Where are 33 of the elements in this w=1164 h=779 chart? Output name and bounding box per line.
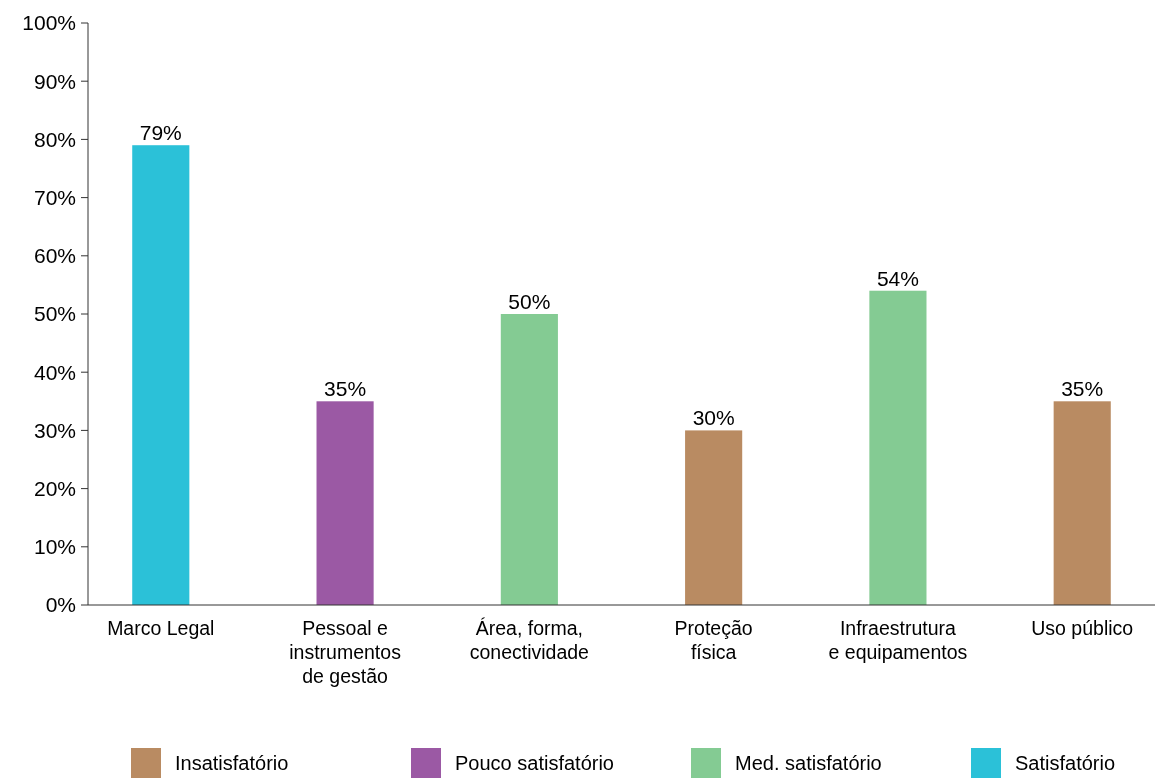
y-tick-label: 20% bbox=[33, 476, 76, 500]
y-tick-label: 100% bbox=[22, 11, 76, 35]
x-tick-label: Proteção física bbox=[674, 617, 753, 663]
x-tick-label: Pessoal e instrumentos de gestão bbox=[289, 617, 402, 687]
bar bbox=[685, 430, 743, 605]
x-tick-label: Infraestrutura e equipamentos bbox=[828, 617, 968, 663]
legend-label: Satisfatório bbox=[1015, 752, 1116, 774]
legend-label: Med. satisfatório bbox=[735, 752, 882, 774]
text: 79% bbox=[139, 121, 182, 145]
bar bbox=[500, 314, 558, 605]
y-tick-label: 60% bbox=[33, 244, 76, 268]
y-tick-label: 70% bbox=[33, 185, 76, 209]
x-tick-label: Marco Legal bbox=[107, 617, 215, 639]
text: 35% bbox=[1061, 377, 1104, 401]
y-tick-label: 40% bbox=[33, 360, 76, 384]
text: 54% bbox=[876, 266, 919, 290]
bar bbox=[869, 290, 927, 605]
y-tick-label: 10% bbox=[33, 535, 76, 559]
bar bbox=[316, 401, 374, 605]
text: 35% bbox=[324, 377, 367, 401]
x-tick-label: Área, forma, conectividade bbox=[469, 617, 589, 663]
text: 50% bbox=[508, 290, 551, 313]
bar bbox=[1053, 401, 1111, 605]
y-tick-label: 90% bbox=[33, 69, 76, 93]
text: 30% bbox=[692, 406, 735, 430]
legend-label: Pouco satisfatório bbox=[455, 752, 614, 774]
y-tick-label: 80% bbox=[33, 127, 76, 151]
y-tick-label: 50% bbox=[33, 302, 76, 326]
y-tick-label: 30% bbox=[33, 418, 76, 442]
y-tick-label: 0% bbox=[45, 593, 76, 617]
bar bbox=[132, 145, 190, 605]
legend-label: Insatisfatório bbox=[175, 752, 289, 774]
x-tick-label: Uso público bbox=[1031, 617, 1134, 639]
